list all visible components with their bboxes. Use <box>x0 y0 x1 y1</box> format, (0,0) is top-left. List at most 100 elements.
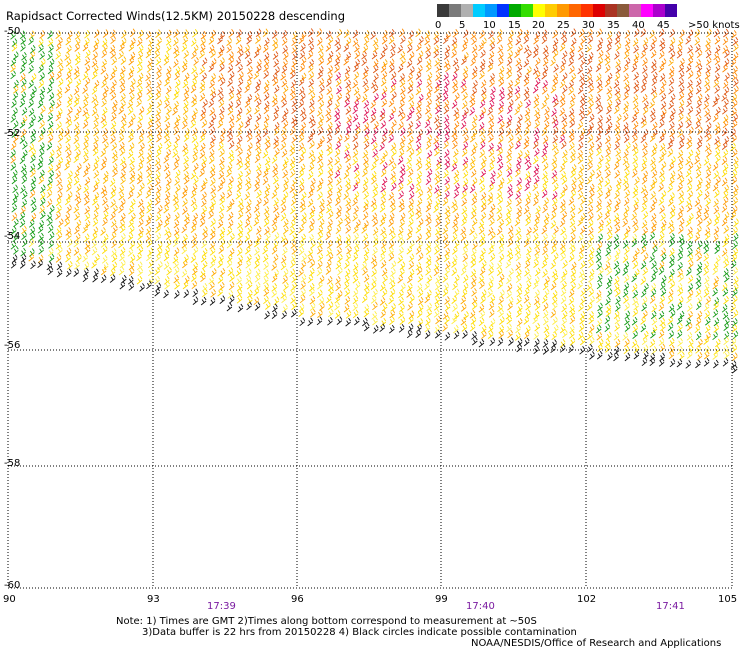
wind-barb <box>568 288 575 298</box>
wind-barb <box>183 100 189 109</box>
wind-barb <box>21 190 28 200</box>
wind-barb <box>506 65 512 74</box>
wind-barb <box>613 276 620 285</box>
wind-barb <box>228 114 235 123</box>
wind-barb <box>541 127 548 136</box>
wind-barb <box>559 324 566 334</box>
wind-barb <box>11 175 18 185</box>
wind-barb <box>112 204 118 214</box>
wind-barb <box>550 232 557 242</box>
wind-barb <box>13 79 19 89</box>
wind-barb <box>182 120 188 130</box>
wind-barb <box>101 245 108 254</box>
wind-barb <box>235 99 242 109</box>
wind-barb <box>253 287 260 296</box>
wind-barb <box>506 162 512 172</box>
wind-barb <box>595 73 602 82</box>
wind-barb <box>380 240 387 249</box>
wind-barb <box>679 134 685 143</box>
legend-color-bar <box>437 4 677 17</box>
wind-barb <box>334 148 341 158</box>
wind-barb <box>200 161 207 171</box>
wind-barb <box>570 233 576 242</box>
wind-barb <box>514 217 521 227</box>
wind-barb <box>28 238 35 248</box>
wind-barb <box>668 162 675 171</box>
wind-barb <box>362 78 369 88</box>
wind-barb <box>587 205 594 214</box>
wind-barb <box>488 142 494 152</box>
wind-barb <box>372 218 379 227</box>
wind-barb <box>533 296 540 305</box>
wind-barb <box>496 267 503 276</box>
wind-barb <box>371 260 378 269</box>
wind-barb <box>200 253 207 263</box>
wind-barb <box>417 189 424 199</box>
wind-barb <box>28 64 34 74</box>
wind-barb <box>516 210 522 219</box>
wind-barb <box>507 42 513 52</box>
wind-barb <box>10 141 17 150</box>
wind-barb <box>552 37 559 47</box>
wind-barb <box>417 252 424 262</box>
wind-barb <box>307 274 314 284</box>
wind-barb <box>219 177 226 186</box>
wind-barb <box>606 331 612 341</box>
wind-barb <box>209 259 216 269</box>
wind-barb <box>274 147 280 157</box>
wind-barb <box>398 121 404 130</box>
wind-barb <box>390 42 396 52</box>
wind-barb <box>298 246 305 256</box>
wind-barb <box>695 78 702 87</box>
wind-barb <box>146 155 153 164</box>
wind-barb <box>552 273 559 283</box>
wind-barb <box>244 233 251 242</box>
wind-barb <box>173 203 180 213</box>
wind-barb <box>137 72 144 82</box>
wind-barb <box>570 164 577 173</box>
wind-barb <box>667 219 674 229</box>
wind-barb <box>640 115 647 124</box>
wind-barb <box>649 295 656 304</box>
wind-barb <box>84 245 91 255</box>
wind-barb <box>416 266 423 275</box>
legend-label: 25 <box>557 20 570 31</box>
wind-barb <box>336 92 343 102</box>
wind-barb <box>290 308 297 318</box>
wind-barb <box>578 269 585 278</box>
wind-barb <box>532 140 539 149</box>
wind-barb <box>722 119 729 129</box>
wind-barb <box>38 232 44 242</box>
wind-barb <box>713 324 720 333</box>
wind-barb <box>191 219 198 228</box>
wind-barb <box>480 295 486 304</box>
wind-barb <box>614 51 620 60</box>
wind-barb <box>119 252 125 262</box>
wind-barb <box>280 71 286 81</box>
wind-barb <box>147 114 154 124</box>
wind-barb <box>352 141 359 150</box>
wind-barb <box>291 45 298 54</box>
wind-barb <box>210 177 216 187</box>
wind-barb <box>696 189 703 199</box>
wind-barb <box>74 51 81 61</box>
wind-barb <box>30 148 37 158</box>
wind-barb <box>461 43 468 52</box>
wind-barb <box>271 224 278 233</box>
wind-barb <box>120 176 126 185</box>
wind-barb <box>345 204 352 213</box>
wind-barb <box>83 190 90 200</box>
wind-barb <box>407 73 413 82</box>
wind-barb <box>433 114 440 124</box>
wind-barb <box>515 57 522 67</box>
wind-barb <box>118 239 124 249</box>
wind-barb <box>577 183 584 193</box>
wind-barb <box>163 218 170 228</box>
wind-barb <box>605 148 611 158</box>
wind-barb <box>596 280 603 290</box>
wind-barb <box>229 273 235 282</box>
wind-barb <box>344 133 350 143</box>
wind-barb <box>505 211 511 221</box>
wind-barb <box>667 316 674 325</box>
wind-barb <box>622 156 629 166</box>
